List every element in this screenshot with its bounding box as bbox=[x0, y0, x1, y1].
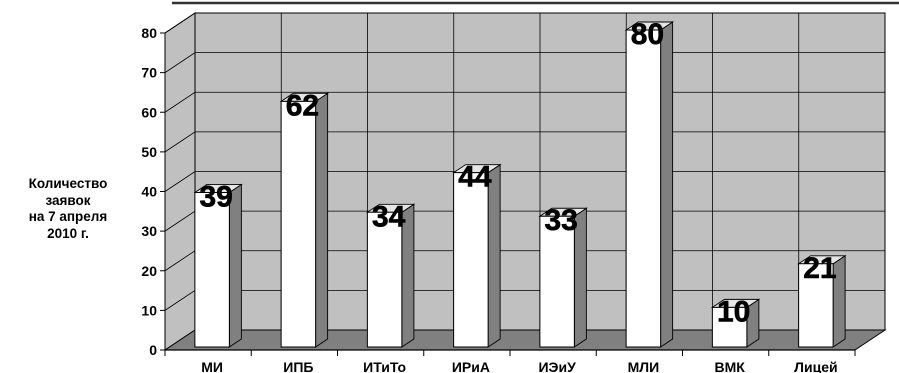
bar bbox=[538, 207, 588, 348]
y-tick-label: 70 bbox=[141, 65, 157, 81]
bar-front bbox=[280, 100, 317, 348]
data-label: 44 bbox=[458, 161, 492, 194]
y-axis-title: Количество заявок на 7 апреля 2010 г. bbox=[28, 176, 108, 241]
bar bbox=[193, 183, 243, 348]
bar bbox=[365, 203, 416, 348]
x-tick-label: Лицей bbox=[794, 359, 837, 373]
x-tick-label: МЛИ bbox=[628, 359, 660, 373]
bar-front bbox=[711, 306, 748, 348]
bar-front bbox=[798, 263, 834, 348]
y-tick-label: 20 bbox=[141, 263, 157, 279]
y-tick-label: 50 bbox=[141, 144, 157, 160]
data-label: 34 bbox=[372, 200, 406, 233]
data-label: 80 bbox=[631, 18, 664, 51]
data-label: 62 bbox=[286, 89, 319, 122]
bar bbox=[279, 92, 330, 348]
x-tick-label: ИРиА bbox=[452, 359, 490, 373]
y-tick-label: 40 bbox=[141, 184, 157, 200]
bar-side bbox=[315, 92, 329, 348]
bar bbox=[710, 298, 761, 348]
bar bbox=[797, 254, 847, 348]
data-label: 39 bbox=[199, 180, 232, 213]
x-tick-label: МИ bbox=[201, 359, 223, 373]
data-label: 21 bbox=[803, 252, 836, 285]
y-tick-label: 60 bbox=[141, 104, 157, 120]
x-tick-label: ИТиТо bbox=[363, 359, 406, 373]
bar-front bbox=[539, 215, 575, 348]
y-tick-label: 30 bbox=[141, 223, 157, 239]
y-tick-label: 0 bbox=[149, 342, 157, 358]
bar-front bbox=[194, 191, 230, 348]
y-tick-label: 80 bbox=[141, 25, 157, 41]
bar-side bbox=[660, 21, 674, 348]
bar-front bbox=[625, 29, 662, 348]
x-tick-label: ВМК bbox=[714, 359, 745, 373]
data-label: 33 bbox=[544, 204, 577, 237]
y-tick-label: 10 bbox=[141, 302, 157, 318]
bar bbox=[452, 163, 502, 348]
x-tick-label: ИПБ bbox=[283, 359, 313, 373]
x-tick-label: ИЭиУ bbox=[538, 359, 576, 373]
gridline-h bbox=[164, 12, 885, 34]
floor bbox=[163, 329, 887, 351]
bar-front bbox=[453, 172, 489, 348]
bar bbox=[624, 21, 675, 348]
bar-front bbox=[366, 211, 403, 348]
data-label: 10 bbox=[717, 295, 750, 328]
